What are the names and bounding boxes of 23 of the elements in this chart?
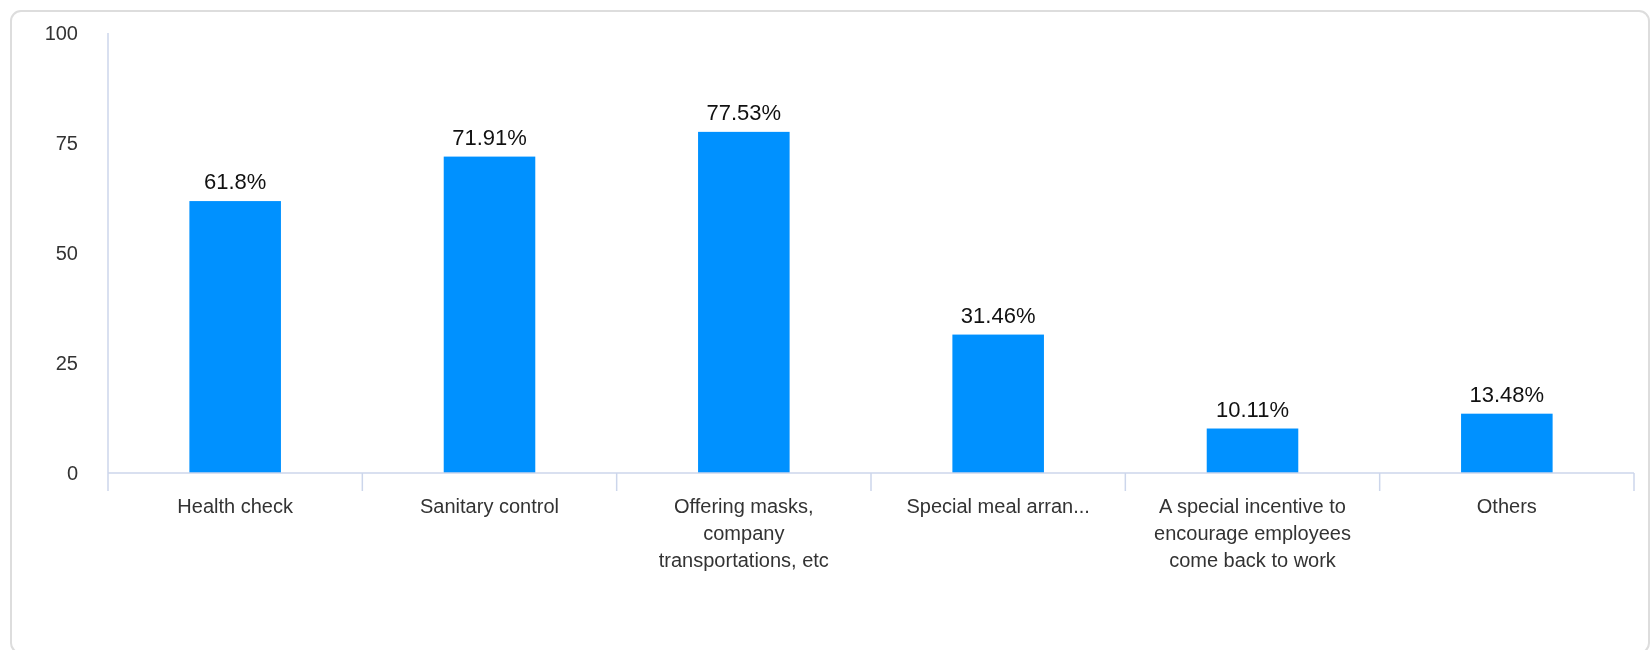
x-tick-label: Others [1476, 495, 1537, 517]
y-tick-label: 0 [66, 462, 78, 484]
x-tick-label: Health check [177, 495, 294, 517]
bar [189, 201, 281, 473]
bar [952, 334, 1044, 473]
data-label: 13.48% [1469, 381, 1545, 407]
x-tick-label: Offering masks, company transportations, etc [658, 495, 829, 571]
x-tick-label: Sanitary control [420, 495, 559, 517]
bar [1206, 428, 1299, 473]
y-tick-label: 100 [44, 22, 78, 44]
x-tick-label: A special incentive to encourage employees come back to work [1154, 495, 1351, 571]
data-label: 10.11% [1216, 396, 1289, 422]
bar [698, 131, 790, 473]
data-label: 77.53% [706, 99, 782, 125]
data-label: 61.8% [203, 169, 267, 195]
data-label: 71.91% [452, 124, 527, 150]
y-tick-label: 50 [55, 242, 78, 264]
y-tick-label: 75 [55, 132, 78, 154]
bar [1461, 413, 1553, 473]
y-tick-label: 25 [55, 352, 78, 374]
data-label: 31.46% [960, 302, 1036, 328]
bar [443, 156, 536, 473]
x-tick-label: Special meal arran... [906, 495, 1090, 517]
